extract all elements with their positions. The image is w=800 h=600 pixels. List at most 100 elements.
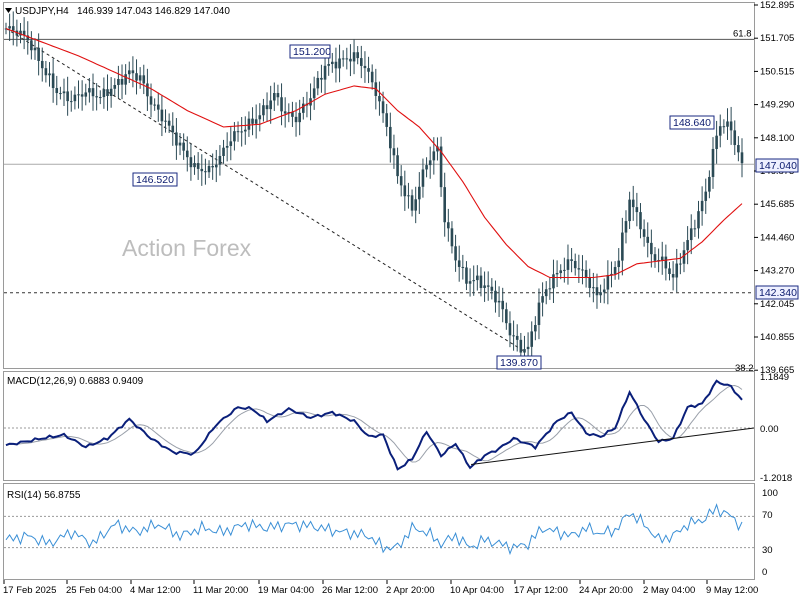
candle-body — [233, 131, 236, 142]
candle-body — [726, 121, 729, 127]
price-tick-label: 151.705 — [760, 33, 794, 44]
candle-body — [483, 285, 486, 288]
candle-body — [48, 73, 51, 76]
candle-body — [381, 101, 385, 114]
candle-body — [164, 120, 167, 122]
candle-body — [189, 157, 193, 168]
date-tick-label: 4 Mar 12:00 — [130, 585, 181, 596]
candle-body — [276, 92, 280, 98]
label-151-200: 151.200 — [293, 46, 331, 58]
candle-body — [479, 275, 483, 288]
candle-body — [668, 268, 671, 274]
candle-body — [407, 195, 410, 197]
candle-body — [700, 200, 704, 212]
price-tick-label: 140.855 — [760, 332, 794, 343]
candle-body — [360, 58, 363, 66]
candle-body — [127, 70, 131, 75]
candle-body — [454, 246, 457, 261]
candle-body — [109, 88, 113, 96]
candle-body — [98, 97, 102, 99]
candle-body — [617, 260, 621, 268]
candle-body — [243, 129, 247, 132]
candle-body — [262, 105, 265, 116]
candle-body — [697, 211, 700, 229]
candle-body — [671, 273, 675, 278]
candle-body — [69, 101, 73, 103]
candle-body — [472, 280, 476, 282]
candle-body — [298, 112, 301, 123]
candle-body — [704, 191, 708, 201]
candle-body — [62, 91, 66, 94]
candle-body — [657, 260, 660, 262]
candle-body — [733, 130, 737, 146]
candle-body — [410, 195, 414, 211]
candle-body — [476, 275, 479, 281]
candle-body — [149, 96, 153, 105]
date-tick-label: 2 Apr 20:00 — [386, 585, 435, 596]
candle-body — [624, 221, 628, 233]
rsi-tick-label: 70 — [762, 510, 773, 521]
candle-body — [331, 61, 334, 65]
candle-body — [84, 92, 88, 97]
candle-body — [432, 151, 436, 161]
date-tick-label: 17 Apr 12:00 — [514, 585, 568, 596]
price-tick-label: 152.895 — [760, 0, 794, 11]
candle-body — [581, 269, 584, 271]
candle-body — [211, 166, 214, 168]
candle-body — [729, 121, 733, 131]
candle-body — [555, 273, 559, 275]
label-147-040-box — [755, 158, 799, 173]
candle-body — [175, 132, 178, 146]
candle-body — [30, 40, 33, 51]
candle-body — [106, 89, 109, 96]
rsi-title: RSI(14) 56.8755 — [7, 490, 81, 501]
candle-body — [639, 212, 642, 230]
candle-body — [515, 335, 519, 340]
candle-body — [214, 164, 218, 168]
candle-body — [269, 100, 272, 110]
rsi-tick-label: 30 — [762, 545, 773, 556]
candle-body — [592, 287, 595, 289]
candle-body — [341, 58, 345, 60]
candle-body — [22, 30, 26, 36]
candle-body — [693, 228, 697, 230]
candle-body — [26, 35, 30, 41]
candle-body — [345, 58, 349, 60]
fib-382-label: 38.2 — [735, 363, 754, 374]
candle-body — [457, 260, 461, 267]
candle-body — [131, 70, 135, 74]
candle-body — [715, 135, 718, 149]
dropdown-triangle-icon[interactable] — [5, 8, 12, 13]
price-tick-label: 150.515 — [760, 66, 794, 77]
candle-body — [686, 240, 689, 251]
candle-body — [461, 266, 465, 268]
price-tick-label: 143.270 — [760, 266, 794, 277]
candle-body — [19, 30, 22, 36]
date-tick-label: 17 Feb 2025 — [3, 585, 56, 596]
candle-body — [204, 171, 207, 173]
candle-body — [283, 111, 287, 114]
ohlc-label: 146.939 147.043 146.829 147.040 — [77, 6, 230, 17]
candle-body — [512, 335, 515, 337]
candle-body — [425, 165, 428, 170]
candle-body — [642, 229, 646, 237]
candle-body — [570, 259, 573, 261]
candle-body — [631, 199, 635, 208]
candle-body — [247, 118, 251, 130]
candle-body — [548, 288, 552, 290]
candle-body — [718, 126, 722, 136]
candle-body — [185, 150, 189, 158]
candle-body — [236, 131, 240, 133]
date-tick-label: 10 Apr 04:00 — [450, 585, 504, 596]
macd-title: MACD(12,26,9) 0.6883 0.9409 — [7, 376, 144, 387]
date-tick-label: 11 Mar 20:00 — [193, 585, 248, 596]
candle-body — [146, 83, 149, 97]
macd-line — [5, 379, 743, 471]
candle-body — [530, 331, 534, 347]
candle-body — [178, 142, 182, 146]
candle-body — [450, 228, 454, 247]
price-tick-label: 148.100 — [760, 133, 794, 144]
candle-body — [628, 199, 631, 222]
candle-body — [265, 105, 269, 110]
candle-body — [367, 68, 370, 72]
